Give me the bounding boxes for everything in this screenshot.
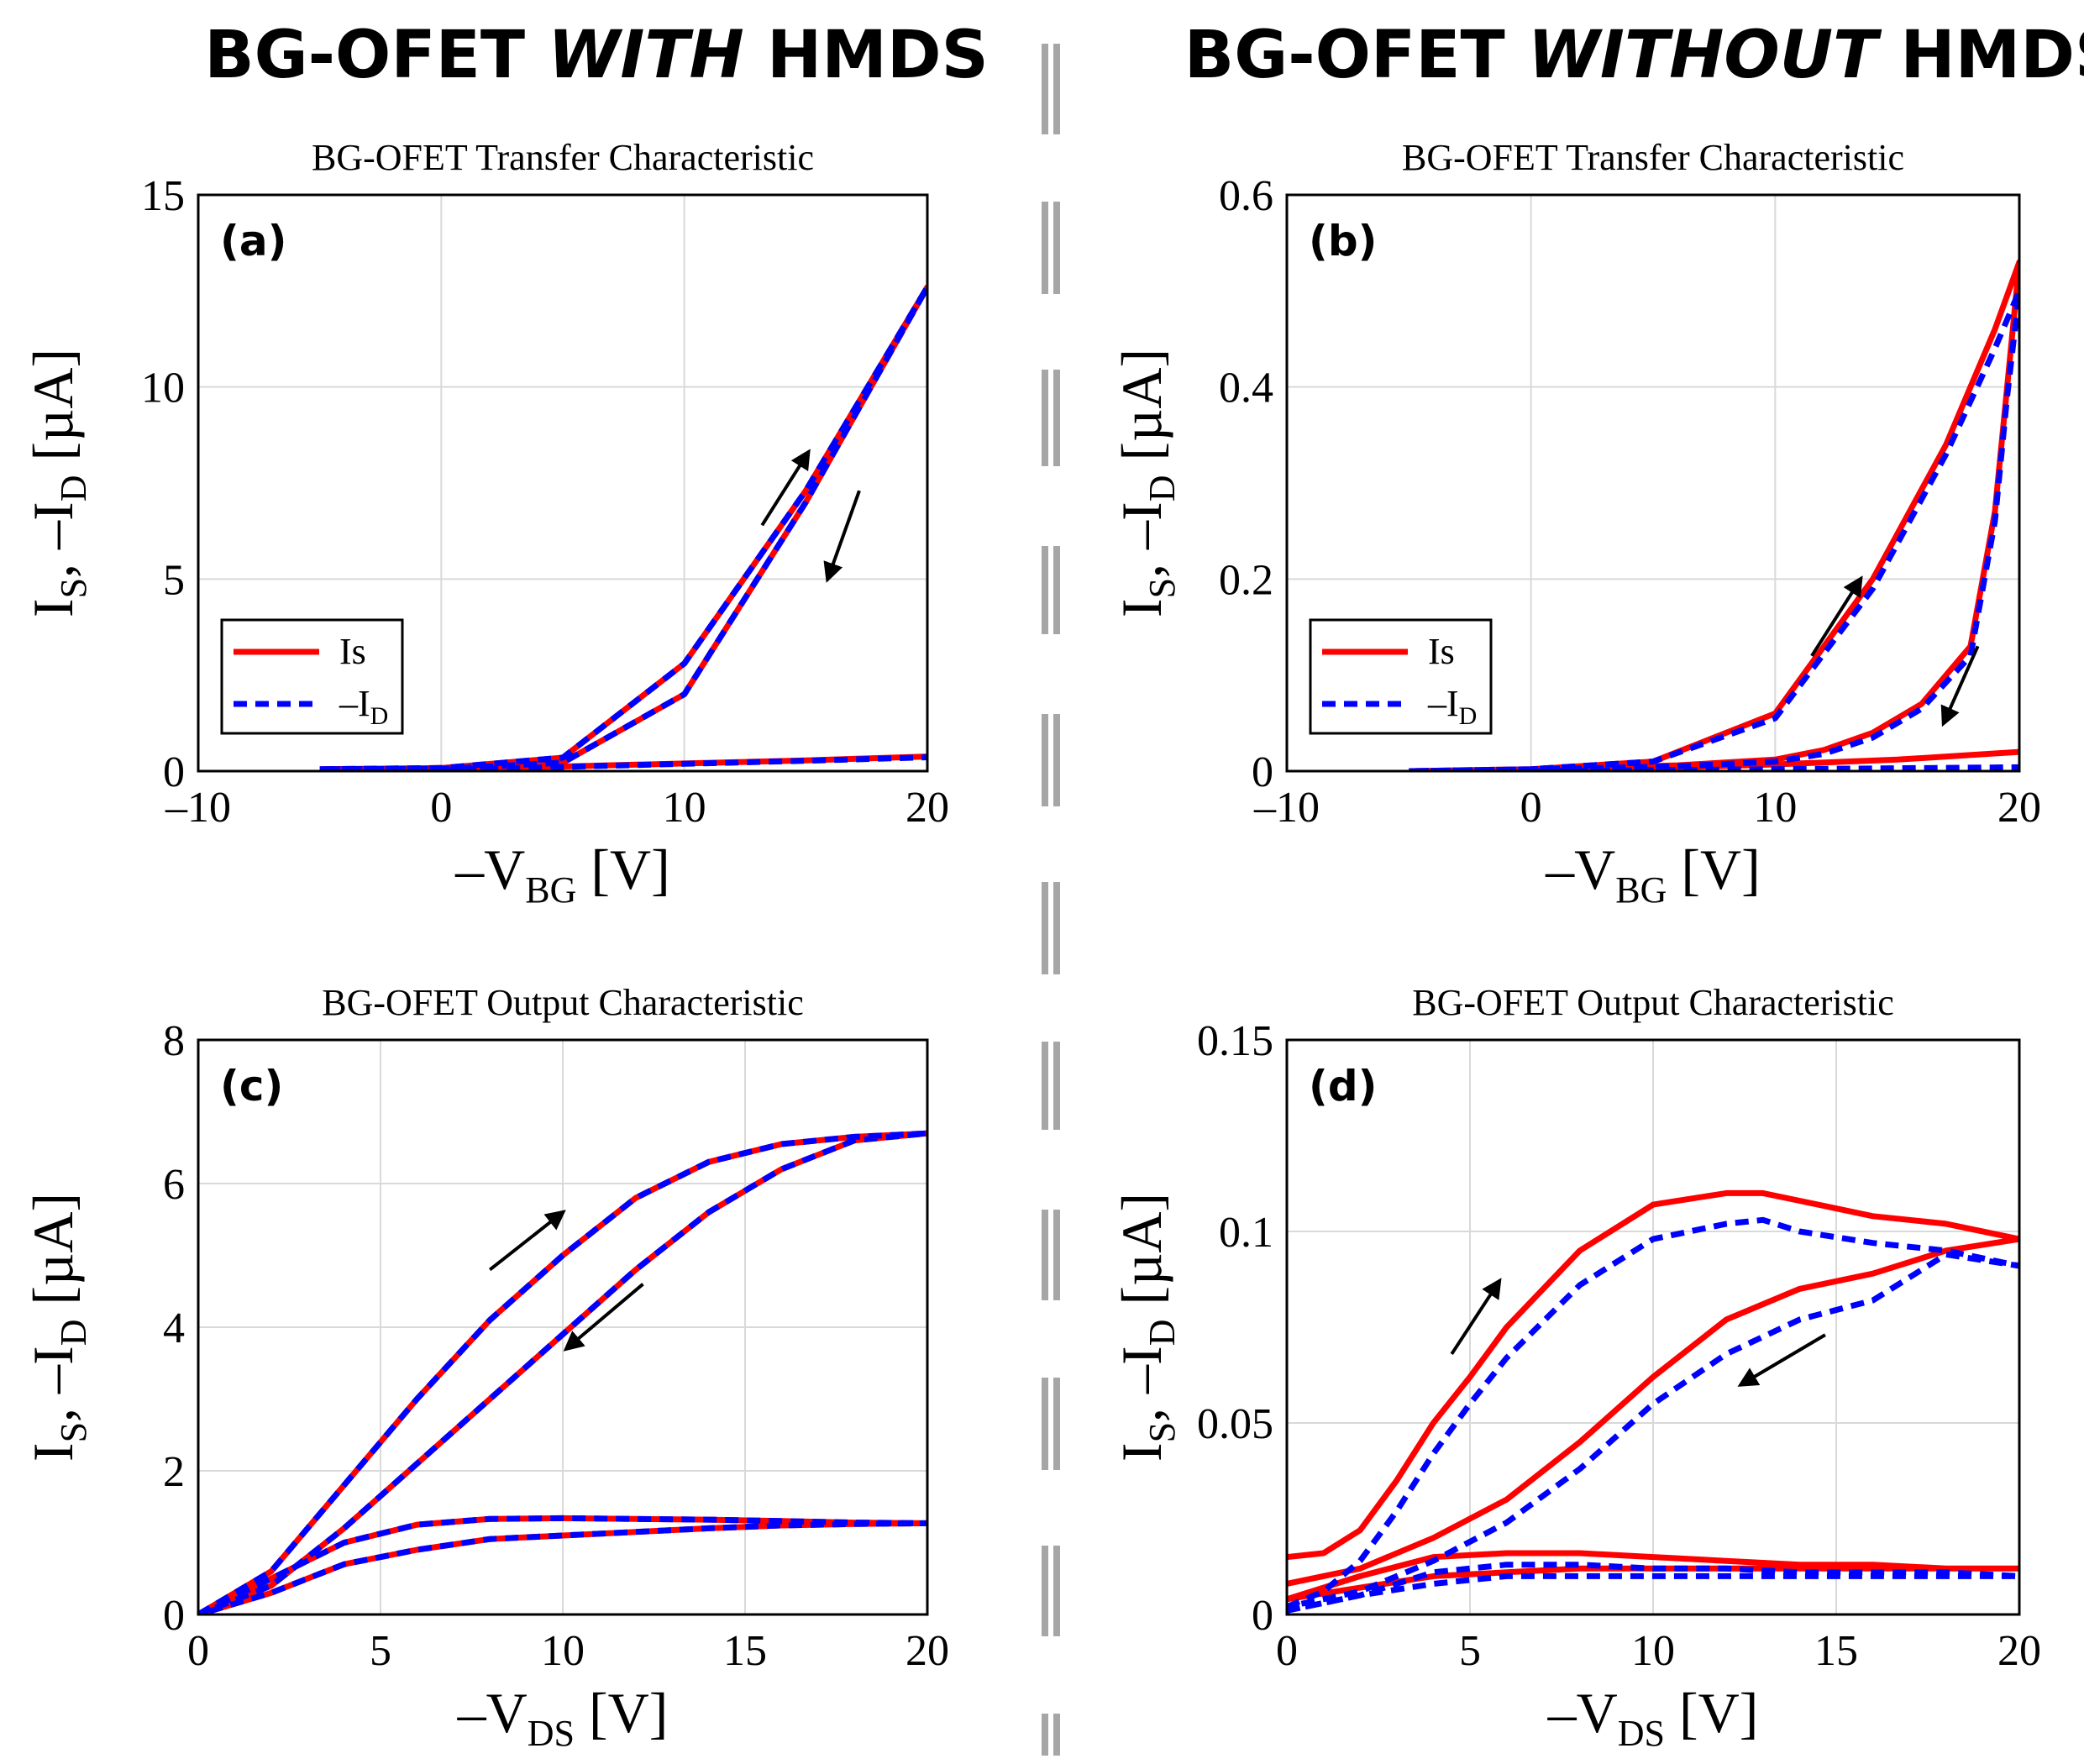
- panel-label: (d): [1309, 1062, 1378, 1110]
- x-tick-label: 20: [906, 784, 949, 832]
- sweep-arrow: [823, 490, 861, 583]
- x-tick-label: 10: [541, 1627, 585, 1675]
- y-tick-label: 0.15: [1197, 1017, 1273, 1065]
- series-minus-id: [441, 754, 927, 771]
- series-group: [1409, 259, 2019, 771]
- y-tick-label: 5: [163, 556, 185, 604]
- series-is: [319, 284, 927, 771]
- x-tick-label: 20: [906, 1627, 949, 1675]
- legend-label-id: –ID: [339, 683, 388, 730]
- series-group: [198, 1130, 927, 1614]
- series-minus-id: [1287, 1562, 2019, 1614]
- y-tick-label: 6: [163, 1161, 185, 1209]
- chart-title: BG-OFET Output Characteristic: [322, 982, 804, 1023]
- x-tick-label: 10: [663, 784, 706, 832]
- chart-c: 0 5 10 15 20 0 2 4 6 8 BG-OFET Output Characterist…: [21, 982, 949, 1754]
- y-axis-label: IS, –ID [µA]: [1110, 1193, 1183, 1462]
- x-tick-label: 5: [1459, 1627, 1481, 1675]
- x-axis-label: –VBG [V]: [1545, 837, 1761, 911]
- series-group: [319, 284, 927, 771]
- panel-label: (b): [1309, 217, 1378, 265]
- y-tick-label: 15: [141, 172, 185, 220]
- y-tick-label: 4: [163, 1305, 185, 1352]
- sweep-arrow: [1737, 1333, 1826, 1387]
- x-axis-label: –VBG [V]: [454, 837, 670, 911]
- chart-d: 0 5 10 15 20 0 0.05 0.1 0.15 BG-OFET Output Chara…: [1110, 982, 2041, 1754]
- series-is: [1287, 1189, 2019, 1587]
- y-axis-label: IS, –ID [µA]: [1110, 349, 1183, 617]
- y-tick-label: 2: [163, 1448, 185, 1496]
- chart-title: BG-OFET Transfer Characteristic: [312, 137, 814, 178]
- x-tick-label: 20: [1997, 784, 2041, 832]
- plot-frame: [1285, 193, 2021, 773]
- x-axis-label: –VDS [V]: [457, 1681, 669, 1754]
- y-tick-label: 0.4: [1219, 365, 1273, 412]
- plot-frame: [1285, 1038, 2021, 1616]
- sweep-arrow: [760, 449, 811, 527]
- legend-label-is: Is: [1428, 631, 1455, 672]
- y-tick-label: 0.1: [1219, 1209, 1273, 1257]
- series-minus-id: [1530, 764, 2019, 771]
- series-minus-id: [319, 284, 927, 771]
- heading-left: BG-OFET WITH HMDS: [204, 18, 989, 93]
- x-axis-label: –VDS [V]: [1547, 1681, 1759, 1754]
- y-tick-label: 10: [141, 365, 185, 412]
- sweep-arrow: [1940, 645, 1980, 727]
- series-is: [1409, 259, 2019, 771]
- y-tick-label: 0: [1252, 748, 1273, 796]
- series-is: [1287, 1550, 2019, 1603]
- x-tick-label: 0: [187, 1627, 209, 1675]
- legend-box: [1309, 618, 1493, 735]
- x-tick-label: –10: [1253, 784, 1320, 832]
- panel-label: (a): [220, 217, 286, 265]
- y-tick-label: 0: [163, 748, 185, 796]
- plot-frame: [197, 193, 929, 773]
- legend-label-id: –ID: [1427, 683, 1477, 730]
- y-tick-label: 8: [163, 1017, 185, 1065]
- legend-label-is: Is: [339, 631, 366, 672]
- y-tick-label: 0: [163, 1592, 185, 1640]
- x-tick-label: 0: [1276, 1627, 1298, 1675]
- y-axis-label: IS, –ID [µA]: [21, 349, 94, 617]
- x-tick-label: 0: [1520, 784, 1542, 832]
- x-tick-label: 10: [1753, 784, 1797, 832]
- x-tick-label: 0: [430, 784, 452, 832]
- plot-frame: [197, 1038, 929, 1616]
- y-tick-label: 0.05: [1197, 1400, 1273, 1448]
- y-tick-label: 0: [1252, 1592, 1273, 1640]
- panel-label: (c): [220, 1062, 283, 1110]
- y-axis-label: IS, –ID [µA]: [21, 1193, 94, 1462]
- y-tick-label: 0.6: [1219, 172, 1273, 220]
- legend: Is –ID: [1309, 618, 1493, 735]
- y-tick-label: 0.2: [1219, 556, 1273, 604]
- sweep-arrow: [563, 1283, 644, 1352]
- legend-box: [220, 618, 404, 735]
- sweep-arrow: [1450, 1278, 1502, 1356]
- legend: Is –ID: [220, 618, 404, 735]
- heading-right: BG-OFET WITHOUT HMDS: [1184, 18, 2084, 93]
- x-tick-label: 5: [370, 1627, 391, 1675]
- x-tick-label: 15: [1814, 1627, 1858, 1675]
- x-tick-label: 10: [1631, 1627, 1675, 1675]
- x-tick-label: 20: [1997, 1627, 2041, 1675]
- series-is: [198, 1130, 927, 1614]
- series-minus-id: [1409, 287, 2019, 771]
- chart-title: BG-OFET Output Characteristic: [1412, 982, 1894, 1023]
- sweep-arrow: [488, 1210, 566, 1272]
- panel-divider: [1042, 44, 1060, 1756]
- x-tick-label: 15: [723, 1627, 767, 1675]
- x-tick-label: –10: [165, 784, 231, 832]
- series-minus-id: [1287, 1216, 2019, 1610]
- sweep-arrow: [1810, 575, 1863, 657]
- series-minus-id: [198, 1515, 927, 1614]
- chart-title: BG-OFET Transfer Characteristic: [1402, 137, 1904, 178]
- series-group: [1287, 1189, 2019, 1614]
